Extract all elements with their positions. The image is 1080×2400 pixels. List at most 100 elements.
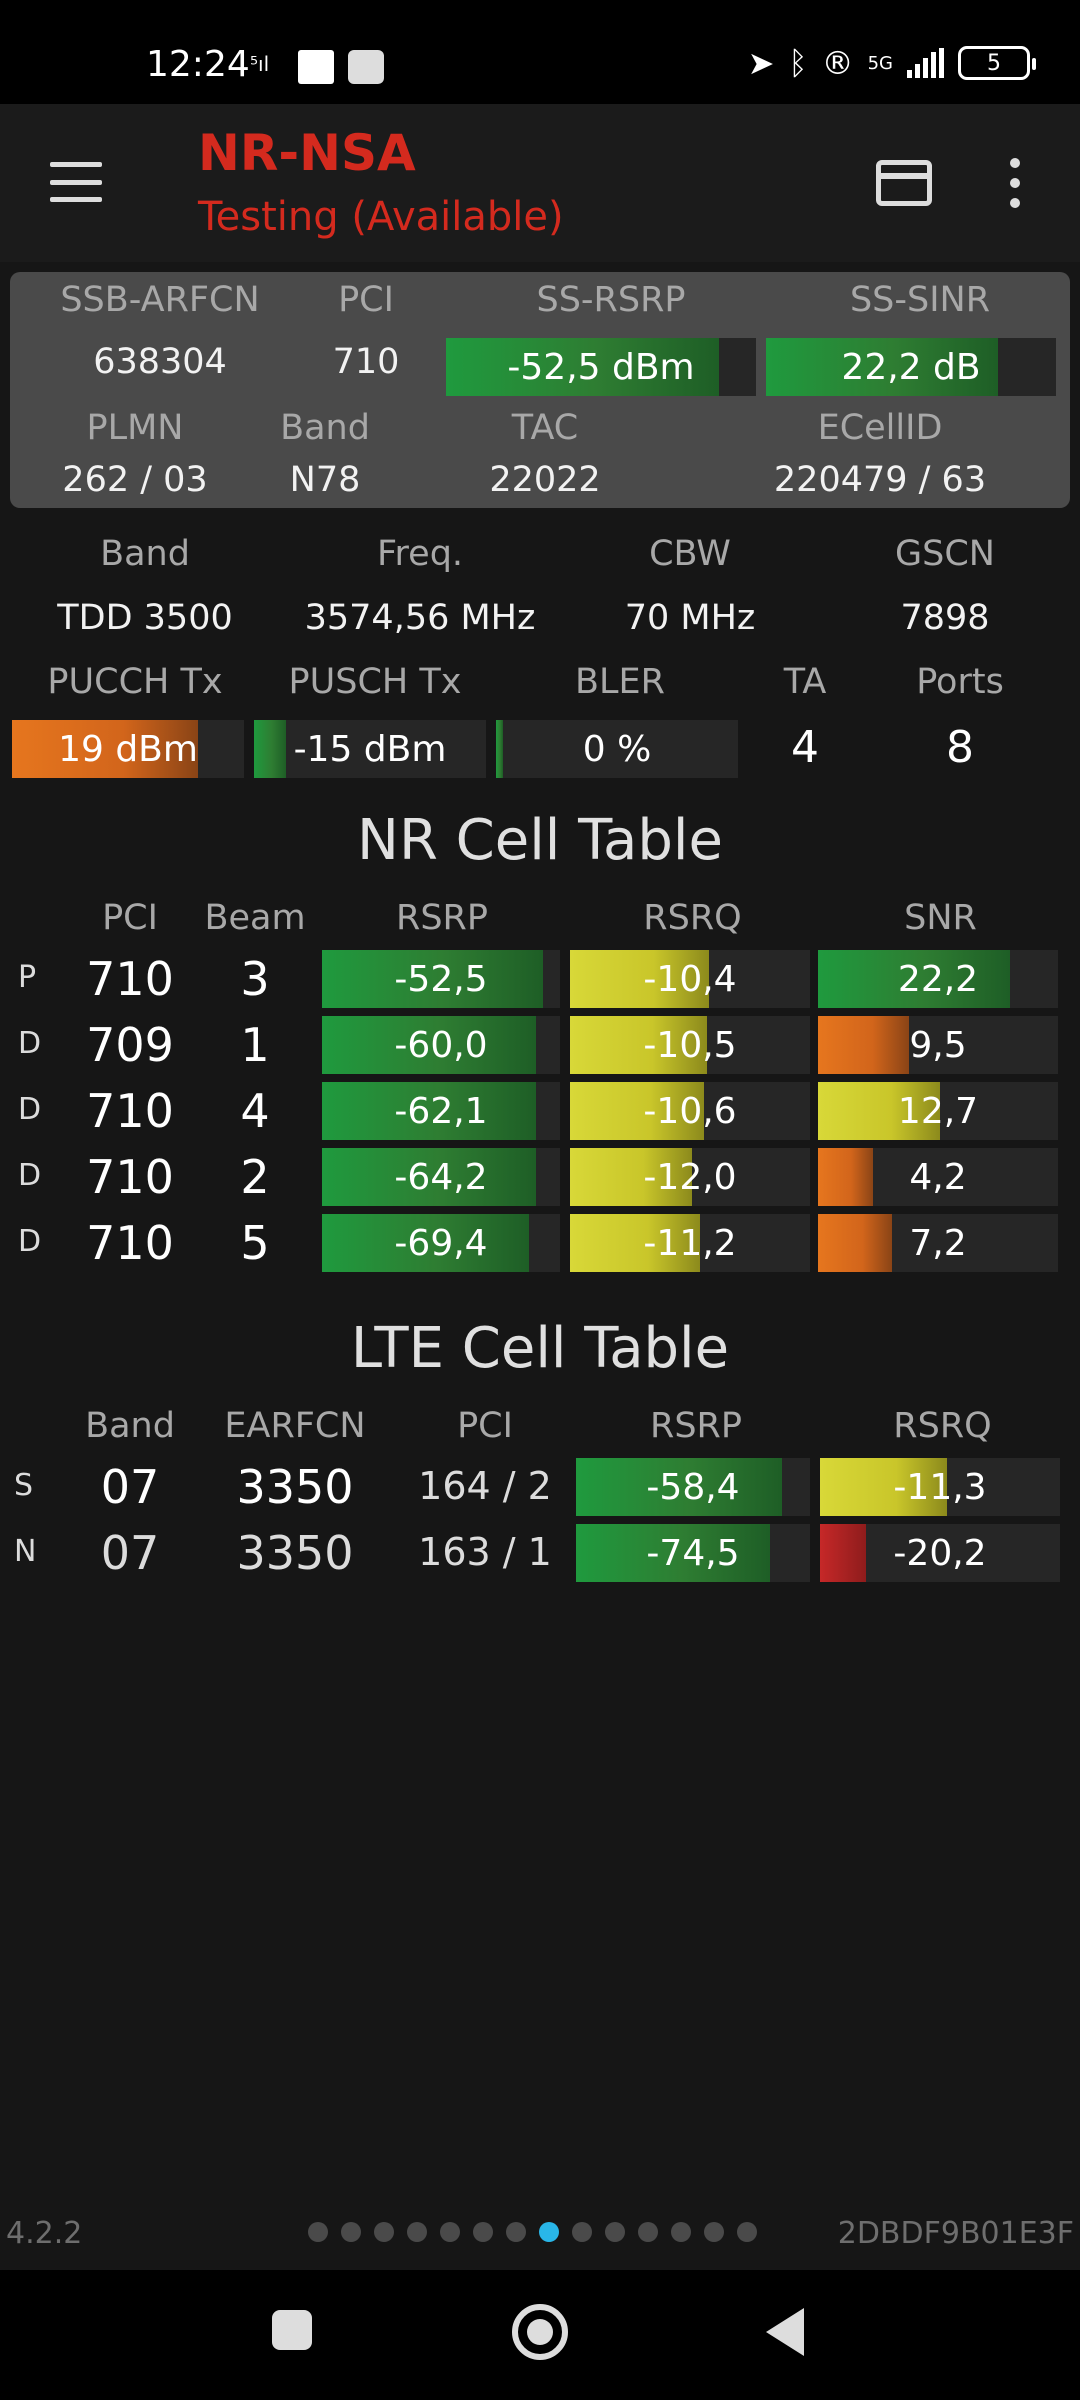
page-indicator[interactable] xyxy=(308,2222,757,2242)
lte-rsrq-fill xyxy=(820,1458,948,1516)
nr-snr-bar: 9,5 xyxy=(818,1016,1058,1074)
nr-row-beam: 2 xyxy=(240,1150,270,1204)
page-dot[interactable] xyxy=(506,2222,526,2242)
bler-bar: 0 % xyxy=(496,720,738,778)
app-title: NR-NSA xyxy=(198,124,416,182)
lte-row-pci: 164 / 2 xyxy=(418,1464,552,1508)
nr-row-type: D xyxy=(18,1224,42,1259)
nr-rsrp-fill xyxy=(322,1148,537,1206)
nr-rsrp-fill xyxy=(322,950,544,1008)
nr-row-type: D xyxy=(18,1026,42,1061)
value-ecellid: 220479 / 63 xyxy=(773,460,987,500)
app-version: 4.2.2 xyxy=(6,2216,83,2251)
hamburger-icon[interactable] xyxy=(50,162,102,202)
lte-rsrp-value: -58,4 xyxy=(646,1466,740,1508)
pucch-fill xyxy=(12,720,198,778)
lte-row-earfcn: 3350 xyxy=(236,1526,354,1580)
more-vert-icon[interactable] xyxy=(1010,158,1020,208)
header-ssb-arfcn: SSB-ARFCN xyxy=(60,280,260,320)
pusch-value: -15 dBm xyxy=(293,728,447,770)
header-tac: TAC xyxy=(511,408,579,448)
lte-rsrq-value: -11,3 xyxy=(893,1466,987,1508)
header-detail-band: Band xyxy=(100,534,190,574)
nr-rsrq-fill xyxy=(570,950,710,1008)
nr-rsrp-value: -62,1 xyxy=(394,1090,488,1132)
status-icons: ➤ ᛒ ® 5G 5 xyxy=(748,44,1036,82)
page-dot[interactable] xyxy=(341,2222,361,2242)
value-detail-band: TDD 3500 xyxy=(57,598,233,638)
back-button[interactable] xyxy=(766,2308,804,2356)
ss-rsrp-fill xyxy=(446,338,719,396)
nr-snr-bar: 4,2 xyxy=(818,1148,1058,1206)
header-ta: TA xyxy=(783,662,827,702)
nr-rsrq-bar: -11,2 xyxy=(570,1214,810,1272)
nr-row-type: P xyxy=(18,960,37,995)
nr-rsrp-bar: -69,4 xyxy=(322,1214,560,1272)
header-plmn: PLMN xyxy=(86,408,184,448)
lte-row-band: 07 xyxy=(100,1526,160,1580)
lte-rsrp-value: -74,5 xyxy=(646,1532,740,1574)
ss-rsrp-value: -52,5 dBm xyxy=(507,346,695,388)
value-band: N78 xyxy=(289,460,361,500)
lte-header-rsrq: RSRQ xyxy=(893,1406,992,1446)
page-dot[interactable] xyxy=(539,2222,559,2242)
nr-rsrp-bar: -64,2 xyxy=(322,1148,560,1206)
lte-rsrp-fill xyxy=(576,1458,782,1516)
nr-snr-value: 12,7 xyxy=(897,1090,979,1132)
notification-icon-2 xyxy=(348,50,384,84)
nr-snr-value: 7,2 xyxy=(909,1222,967,1264)
recents-button[interactable] xyxy=(272,2310,312,2350)
value-cbw: 70 MHz xyxy=(624,598,756,638)
header-pucch: PUCCH Tx xyxy=(47,662,223,702)
header-ports: Ports xyxy=(916,662,1004,702)
nr-rsrq-fill xyxy=(570,1016,707,1074)
signal-icon xyxy=(907,48,944,78)
ss-rsrp-bar: -52,5 dBm xyxy=(446,338,756,396)
nr-snr-fill xyxy=(818,1148,874,1206)
nr-rsrp-bar: -52,5 xyxy=(322,950,560,1008)
lte-header-pci: PCI xyxy=(457,1406,513,1446)
app-subtitle: Testing (Available) xyxy=(198,194,564,240)
ss-sinr-bar: 22,2 dB xyxy=(766,338,1056,396)
page-dot[interactable] xyxy=(605,2222,625,2242)
summary-panel: SSB-ARFCN PCI SS-RSRP SS-SINR 638304 710… xyxy=(10,272,1070,508)
nr-row-type: D xyxy=(18,1158,42,1193)
lte-table-title: LTE Cell Table xyxy=(350,1316,730,1381)
notification-icon xyxy=(298,50,334,84)
nr-header-snr: SNR xyxy=(904,898,977,938)
header-pci: PCI xyxy=(338,280,394,320)
lte-row-earfcn: 3350 xyxy=(236,1460,354,1514)
nr-header-rsrp: RSRP xyxy=(396,898,488,938)
page-dot[interactable] xyxy=(572,2222,592,2242)
header-ss-rsrp: SS-RSRP xyxy=(536,280,686,320)
page-dot[interactable] xyxy=(704,2222,724,2242)
nr-rsrq-value: -10,4 xyxy=(643,958,737,1000)
lte-rsrp-bar: -74,5 xyxy=(576,1524,810,1582)
page-dot[interactable] xyxy=(440,2222,460,2242)
home-button[interactable] xyxy=(512,2304,568,2360)
status-bar: 12:24 ⁵ıl ➤ ᛒ ® 5G 5 xyxy=(0,0,1080,104)
page-dot[interactable] xyxy=(671,2222,691,2242)
bler-value: 0 % xyxy=(582,728,652,770)
lte-header-rsrp: RSRP xyxy=(650,1406,742,1446)
nr-row-beam: 5 xyxy=(240,1216,270,1270)
lte-row-type: S xyxy=(14,1468,34,1503)
lte-row-type: N xyxy=(14,1534,37,1569)
header-bler: BLER xyxy=(575,662,665,702)
nr-rsrp-value: -60,0 xyxy=(394,1024,488,1066)
value-plmn: 262 / 03 xyxy=(62,460,208,500)
nr-snr-fill xyxy=(818,1214,893,1272)
page-dot[interactable] xyxy=(737,2222,757,2242)
navigation-bar xyxy=(0,2270,1080,2400)
page-dot[interactable] xyxy=(374,2222,394,2242)
nr-rsrq-fill xyxy=(570,1214,700,1272)
lte-rsrp-fill xyxy=(576,1524,771,1582)
value-ta: 4 xyxy=(791,722,819,773)
page-dot[interactable] xyxy=(473,2222,493,2242)
page-dot[interactable] xyxy=(308,2222,328,2242)
card-icon[interactable] xyxy=(876,160,932,206)
page-dot[interactable] xyxy=(638,2222,658,2242)
page-dot[interactable] xyxy=(407,2222,427,2242)
lte-rsrq-bar: -11,3 xyxy=(820,1458,1060,1516)
nr-snr-bar: 22,2 xyxy=(818,950,1058,1008)
